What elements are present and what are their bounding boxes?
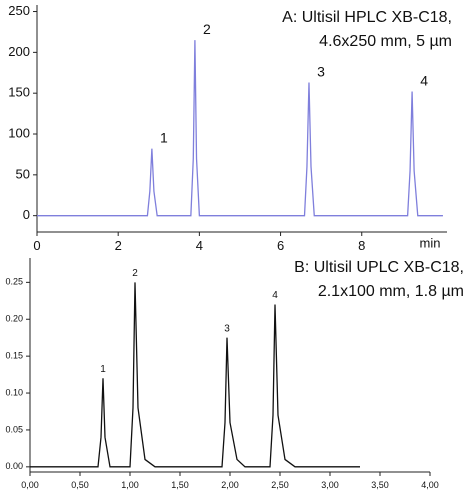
x-tick-label: 4,00 bbox=[421, 480, 439, 490]
peak-label: 4 bbox=[272, 290, 278, 301]
x-tick-label: 1,00 bbox=[121, 480, 139, 490]
peak-label: 2 bbox=[203, 21, 211, 37]
y-tick-label: 200 bbox=[8, 44, 30, 59]
x-tick-label: 2,50 bbox=[271, 480, 289, 490]
peak-label: 3 bbox=[317, 63, 325, 79]
y-tick-label: 0.25 bbox=[5, 277, 23, 287]
peak-label: 1 bbox=[160, 129, 168, 145]
y-tick-label: 0.05 bbox=[5, 424, 23, 434]
chart-subtitle: 4.6x250 mm, 5 µm bbox=[319, 33, 452, 50]
peak-label: 2 bbox=[132, 268, 138, 279]
y-tick-label: 0.00 bbox=[5, 461, 23, 471]
peak-label: 4 bbox=[420, 72, 428, 88]
x-tick-label: 0,00 bbox=[21, 480, 39, 490]
x-axis-label: min bbox=[420, 235, 441, 250]
y-tick-label: 150 bbox=[8, 85, 30, 100]
x-tick-label: 2,00 bbox=[221, 480, 239, 490]
y-tick-label: 250 bbox=[8, 3, 30, 18]
x-tick-label: 6 bbox=[277, 238, 284, 253]
y-tick-label: 100 bbox=[8, 125, 30, 140]
x-tick-label: 3,50 bbox=[371, 480, 389, 490]
y-tick-label: 0.10 bbox=[5, 387, 23, 397]
x-tick-label: 2 bbox=[115, 238, 122, 253]
y-tick-label: 0 bbox=[23, 207, 30, 222]
x-tick-label: 3,00 bbox=[321, 480, 339, 490]
y-tick-label: 0.15 bbox=[5, 351, 23, 361]
peak-label: 1 bbox=[100, 364, 106, 375]
x-tick-label: 4 bbox=[196, 238, 203, 253]
chart-title: A: Ultisil HPLC XB-C18, bbox=[282, 9, 452, 26]
y-tick-label: 0.20 bbox=[5, 314, 23, 324]
chromatogram-line bbox=[37, 40, 443, 217]
x-tick-label: 0 bbox=[33, 238, 40, 253]
y-tick-label: 50 bbox=[16, 166, 30, 181]
peak-label: 3 bbox=[224, 323, 230, 334]
x-tick-label: 0,50 bbox=[71, 480, 89, 490]
chart-title: B: Ultisil UPLC XB-C18, bbox=[294, 259, 464, 276]
chromatogram-line bbox=[30, 282, 360, 468]
x-tick-label: 8 bbox=[358, 238, 365, 253]
chart-subtitle: 2.1x100 mm, 1.8 µm bbox=[318, 283, 464, 300]
x-tick-label: 1,50 bbox=[171, 480, 189, 490]
